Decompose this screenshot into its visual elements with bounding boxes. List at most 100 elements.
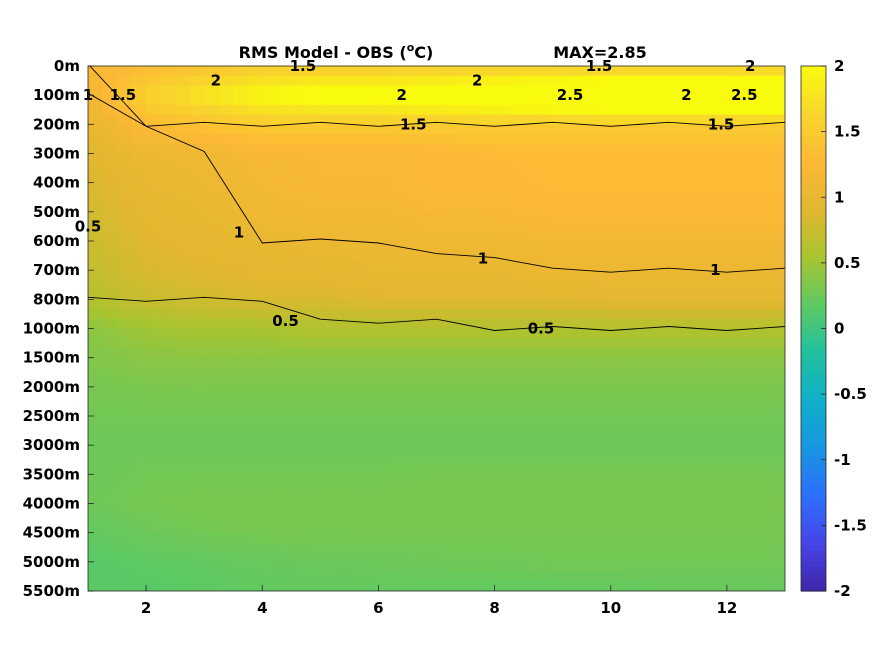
heatmap-cell: [552, 474, 568, 485]
heatmap-cell: [247, 231, 263, 242]
heatmap-cell: [610, 172, 626, 184]
heatmap-cell: [538, 522, 554, 534]
heatmap-cell: [596, 260, 612, 271]
heatmap-cell: [770, 571, 785, 582]
heatmap-cell: [131, 416, 147, 427]
heatmap-cell: [291, 367, 307, 378]
heatmap-cell: [421, 289, 438, 300]
heatmap-cell: [683, 182, 699, 193]
heatmap-cell: [654, 134, 670, 145]
heatmap-cell: [189, 445, 205, 456]
heatmap-cell: [233, 75, 249, 87]
heatmap-cell: [697, 172, 713, 184]
heatmap-cell: [218, 221, 234, 232]
heatmap-cell: [639, 75, 655, 87]
heatmap-cell: [697, 143, 713, 155]
heatmap-cell: [421, 454, 438, 466]
heatmap-cell: [204, 134, 220, 145]
heatmap-cell: [131, 163, 147, 174]
heatmap-cell: [596, 279, 612, 291]
heatmap-cell: [349, 309, 365, 320]
heatmap-cell: [480, 542, 496, 553]
heatmap-cell: [276, 522, 292, 534]
heatmap-cell: [755, 134, 772, 145]
heatmap-cell: [480, 552, 496, 563]
heatmap-cell: [465, 464, 481, 475]
heatmap-cell: [175, 552, 191, 563]
heatmap-cell: [102, 124, 118, 135]
heatmap-cell: [160, 542, 176, 553]
heatmap-cell: [668, 299, 684, 310]
heatmap-cell: [451, 561, 467, 573]
heatmap-cell: [552, 143, 568, 155]
heatmap-cell: [451, 474, 467, 485]
heatmap-cell: [436, 435, 452, 446]
heatmap-cell: [378, 484, 394, 495]
heatmap-cell: [567, 338, 583, 349]
heatmap-cell: [247, 289, 263, 300]
heatmap-cell: [436, 114, 452, 125]
heatmap-cell: [334, 221, 350, 232]
heatmap-cell: [480, 377, 496, 388]
heatmap-cell: [639, 542, 655, 553]
heatmap-cell: [102, 464, 118, 475]
heatmap-cell: [421, 571, 438, 582]
heatmap-cell: [451, 153, 467, 164]
heatmap-cell: [363, 250, 380, 262]
heatmap-cell: [480, 124, 496, 135]
heatmap-cell: [247, 172, 263, 184]
heatmap-cell: [465, 406, 481, 417]
heatmap-cell: [175, 250, 191, 262]
heatmap-cell: [421, 192, 438, 203]
heatmap-cell: [233, 153, 249, 164]
heatmap-cell: [407, 66, 423, 77]
y-tick-label: 4500m: [23, 524, 80, 542]
heatmap-cell: [349, 464, 365, 475]
heatmap-cell: [581, 124, 597, 135]
heatmap-cell: [581, 386, 597, 398]
heatmap-cell: [421, 522, 438, 534]
heatmap-cell: [480, 484, 496, 495]
heatmap-cell: [523, 503, 539, 514]
heatmap-cell: [726, 571, 743, 582]
heatmap-cell: [770, 503, 785, 514]
heatmap-cell: [407, 474, 423, 485]
heatmap-cell: [712, 309, 728, 320]
heatmap-cell: [262, 260, 278, 271]
heatmap-cell: [305, 571, 321, 582]
colorbar-segment: [801, 466, 826, 472]
heatmap-cell: [421, 445, 438, 456]
heatmap-cell: [581, 396, 597, 407]
heatmap-cell: [668, 163, 684, 174]
heatmap-cell: [392, 143, 409, 155]
heatmap-cell: [218, 309, 234, 320]
heatmap-cell: [683, 66, 699, 77]
heatmap-cell: [305, 270, 321, 281]
heatmap-cell: [204, 75, 220, 87]
colorbar-segment: [801, 221, 826, 227]
heatmap-cell: [349, 542, 365, 553]
heatmap-cell: [480, 85, 496, 96]
heatmap-cell: [189, 104, 205, 116]
contour-line-0.5: [88, 296, 785, 331]
heatmap-cell: [291, 163, 307, 174]
heatmap-cell: [291, 357, 307, 368]
heatmap-cell: [276, 338, 292, 349]
heatmap-cell: [349, 260, 365, 271]
heatmap-cell: [421, 425, 438, 437]
heatmap-cell: [189, 153, 205, 164]
heatmap-cell: [596, 503, 612, 514]
heatmap-cell: [378, 561, 394, 573]
heatmap-cell: [146, 435, 162, 446]
heatmap-cell: [712, 279, 728, 291]
x-tick-label: 10: [600, 599, 621, 617]
colorbar-segment: [801, 421, 826, 427]
heatmap-cell: [291, 406, 307, 417]
heatmap-cell: [654, 552, 670, 563]
heatmap-cell: [509, 425, 525, 437]
heatmap-cell: [552, 396, 568, 407]
heatmap-cell: [421, 581, 438, 591]
heatmap-cell: [392, 454, 409, 466]
heatmap-cell: [668, 552, 684, 563]
heatmap-cell: [276, 396, 292, 407]
